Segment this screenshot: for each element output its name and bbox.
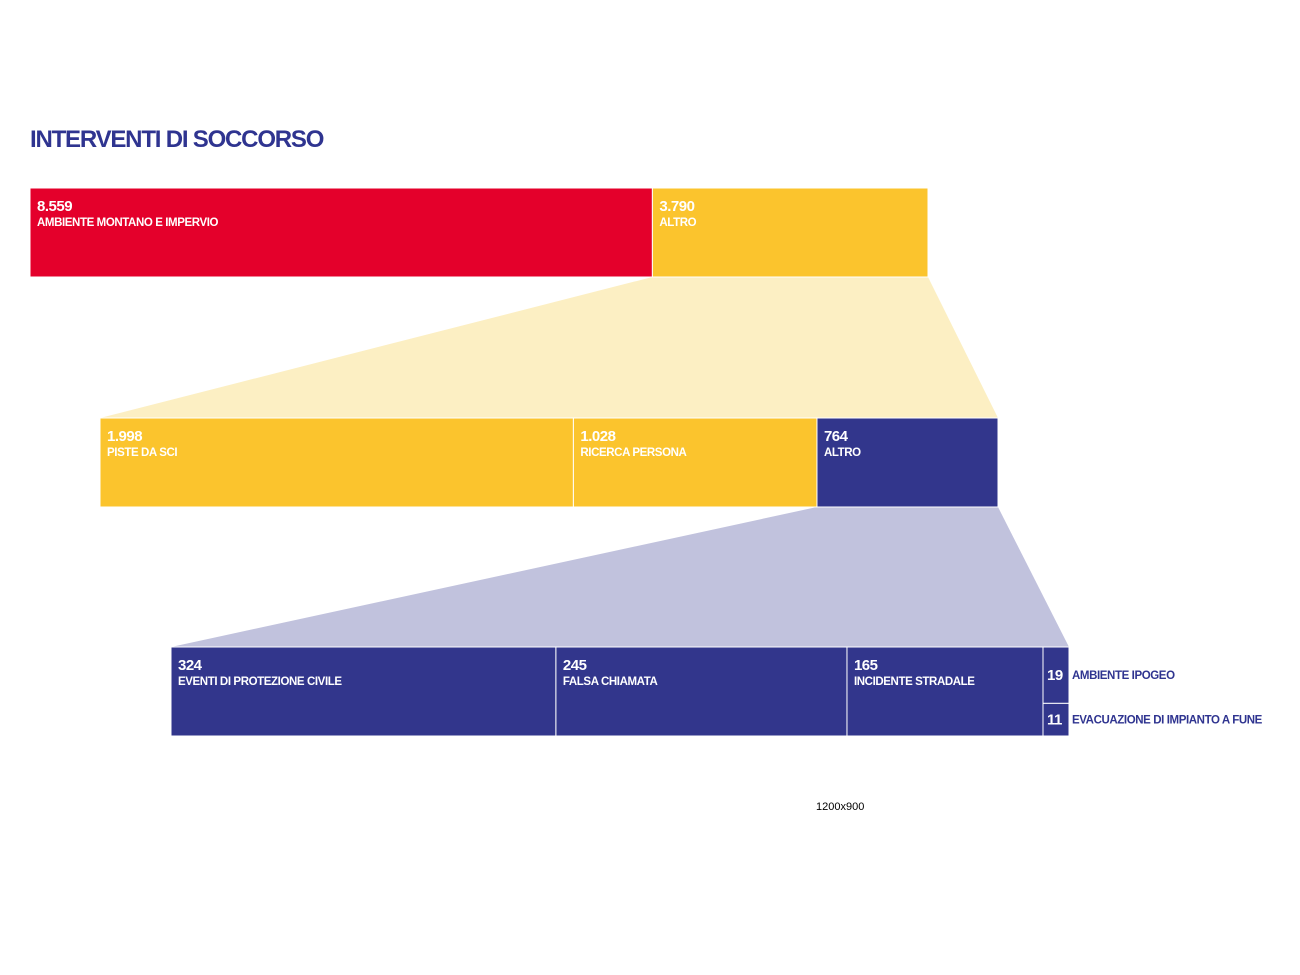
bar-level1-1: [29, 187, 653, 278]
value-label-level3-5: 11: [1047, 712, 1062, 729]
value-label-level3-2: 245: [563, 657, 587, 674]
category-label-level3-1: EVENTI DI PROTEZIONE CIVILE: [178, 676, 342, 688]
value-label-level2-2: 1.028: [580, 428, 615, 445]
category-label-level3-5: EVACUAZIONE DI IMPIANTO A FUNE: [1072, 715, 1263, 727]
category-label-level1-1: AMBIENTE MONTANO E IMPERVIO: [37, 217, 219, 229]
category-label-level2-3: ALTRO: [824, 447, 861, 459]
category-label-level3-3: INCIDENTE STRADALE: [854, 676, 975, 688]
bar-level1-2: [651, 187, 929, 278]
bar-level3-3: [846, 646, 1044, 737]
value-label-level3-4: 19: [1047, 667, 1063, 684]
category-label-level2-1: PISTE DA SCI: [107, 447, 177, 459]
category-label-level3-2: FALSA CHIAMATA: [563, 676, 658, 688]
category-label-level2-2: RICERCA PERSONA: [580, 447, 686, 459]
category-label-level1-2: ALTRO: [659, 217, 696, 229]
value-label-level2-3: 764: [824, 428, 849, 445]
bar-level3-5: [1042, 702, 1070, 737]
value-label-level2-1: 1.998: [107, 428, 142, 445]
bar-level2-1: [99, 417, 574, 508]
value-label-level3-1: 324: [178, 657, 203, 674]
bar-level3-2: [555, 646, 848, 737]
category-label-level3-4: AMBIENTE IPOGEO: [1072, 670, 1175, 682]
chart-title: INTERVENTI DI SOCCORSO: [30, 126, 324, 153]
value-label-level1-2: 3.790: [659, 198, 694, 215]
bar-level2-2: [572, 417, 818, 508]
connector-2: [171, 507, 1069, 647]
size-note: 1200x900: [816, 801, 865, 813]
value-label-level1-1: 8.559: [37, 198, 72, 215]
bar-level3-1: [170, 646, 557, 737]
connector-1: [100, 277, 998, 418]
value-label-level3-3: 165: [854, 657, 878, 674]
bar-level2-3: [816, 417, 999, 508]
